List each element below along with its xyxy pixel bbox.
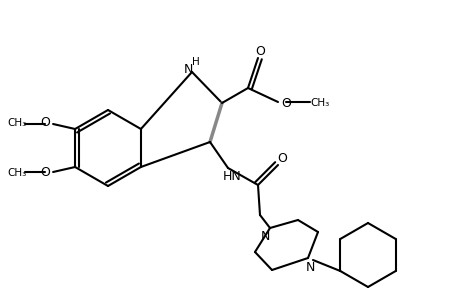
Text: O: O bbox=[280, 97, 290, 110]
Text: N: N bbox=[183, 62, 192, 76]
Text: O: O bbox=[276, 152, 286, 164]
Text: H: H bbox=[192, 57, 200, 67]
Text: O: O bbox=[40, 167, 50, 179]
Text: CH₃: CH₃ bbox=[310, 98, 329, 108]
Text: N: N bbox=[305, 262, 314, 275]
Text: N: N bbox=[260, 230, 269, 244]
Text: CH₃: CH₃ bbox=[7, 168, 27, 178]
Text: HN: HN bbox=[222, 169, 241, 182]
Text: O: O bbox=[254, 44, 264, 58]
Text: O: O bbox=[40, 116, 50, 130]
Text: CH₃: CH₃ bbox=[7, 118, 27, 128]
